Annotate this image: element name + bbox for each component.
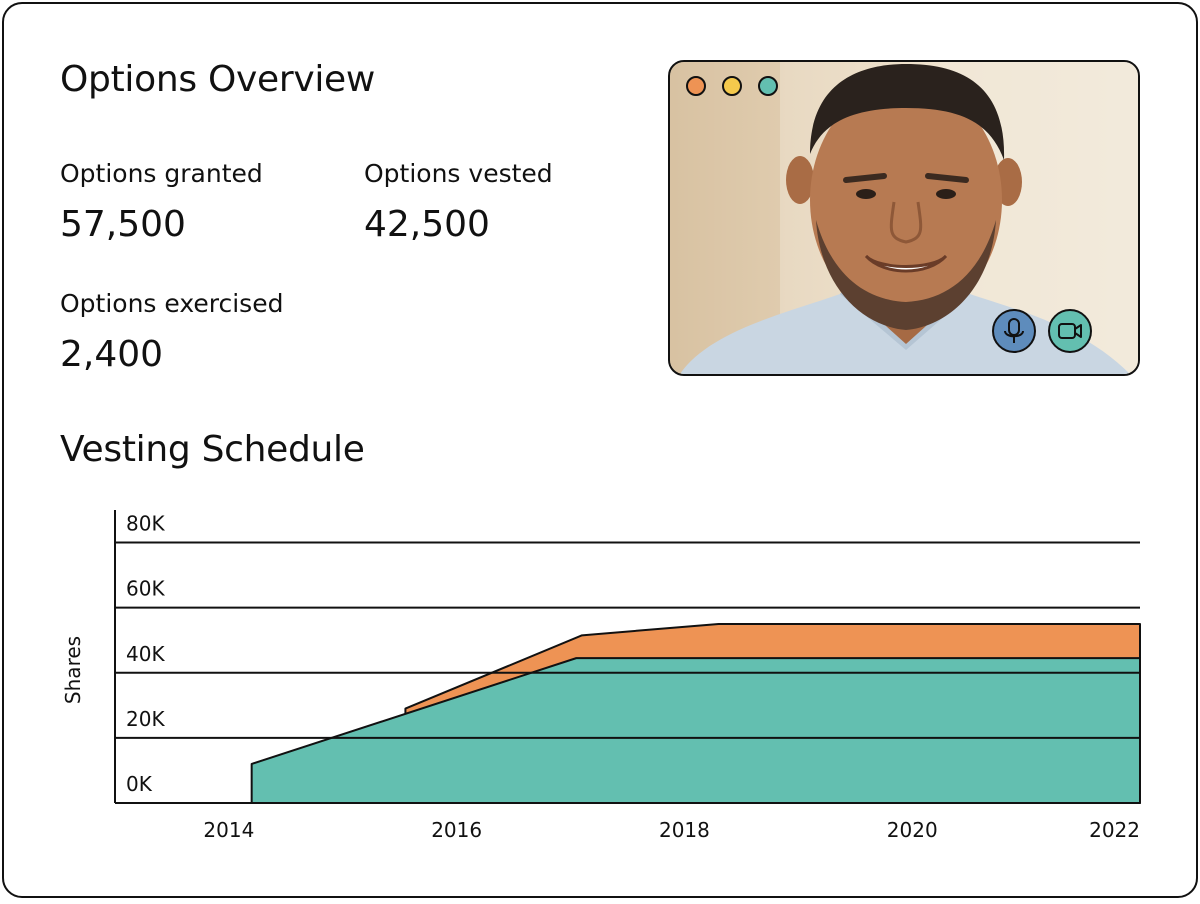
x-tick-label: 2016 — [431, 818, 482, 842]
x-tick-label: 2018 — [659, 818, 710, 842]
x-tick-label: 2014 — [203, 818, 254, 842]
microphone-button[interactable] — [992, 309, 1036, 353]
video-camera-icon — [1058, 323, 1082, 339]
y-tick-label: 80K — [126, 512, 165, 536]
y-tick-label: 40K — [126, 642, 165, 666]
x-tick-label: 2020 — [887, 818, 938, 842]
window-dot-teal — [758, 76, 778, 96]
video-camera-button[interactable] — [1048, 309, 1092, 353]
y-axis-label: Shares — [61, 636, 85, 704]
series-area-0 — [250, 657, 1141, 804]
options-exercised-value: 2,400 — [60, 334, 164, 375]
window-dot-orange — [686, 76, 706, 96]
options-granted-label: Options granted — [60, 159, 263, 188]
window-dot-yellow — [722, 76, 742, 96]
microphone-icon — [1004, 318, 1024, 343]
options-vested-value: 42,500 — [364, 204, 490, 245]
options-granted-value: 57,500 — [60, 204, 186, 245]
y-tick-label: 60K — [126, 577, 165, 601]
y-tick-label: 0K — [126, 772, 153, 796]
x-tick-label: 2022 — [1089, 818, 1140, 842]
video-call-window — [668, 60, 1140, 376]
vesting-schedule-title: Vesting Schedule — [60, 429, 365, 470]
options-vested-label: Options vested — [364, 159, 553, 188]
y-tick-label: 20K — [126, 707, 165, 731]
options-exercised-label: Options exercised — [60, 289, 284, 318]
options-overview-title: Options Overview — [60, 59, 376, 100]
